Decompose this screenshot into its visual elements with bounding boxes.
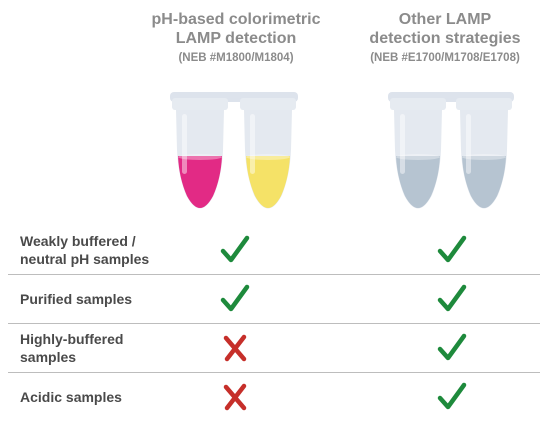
column-header-other-strategies: Other LAMP detection strategies (NEB #E1… — [340, 10, 550, 67]
tube-rim — [456, 98, 512, 110]
check-icon — [437, 333, 467, 363]
row-label-line2: neutral pH samples — [20, 251, 150, 267]
tube-rim — [390, 98, 446, 110]
liquid-surface — [246, 154, 290, 160]
tube — [390, 98, 446, 209]
tube-illustrations — [170, 92, 514, 209]
column-title-line1: pH-based colorimetric — [151, 11, 321, 28]
tube-highlight — [250, 114, 255, 174]
liquid-surface — [178, 154, 222, 160]
table-row: Purified samples — [0, 275, 540, 323]
row-label: Acidic samples — [20, 388, 190, 406]
liquid-surface — [396, 154, 440, 160]
table-row: Weakly buffered / neutral pH samples — [0, 226, 540, 274]
table-row: Highly-buffered samples — [0, 324, 540, 372]
table-row: Acidic samples — [0, 373, 540, 421]
row-label: Weakly buffered / neutral pH samples — [20, 232, 190, 268]
row-label: Highly-buffered samples — [20, 330, 190, 366]
tube-highlight — [182, 114, 187, 174]
liquid-surface — [462, 154, 506, 160]
check-icon — [437, 235, 467, 265]
cross-icon — [220, 382, 250, 412]
tube-liquid — [462, 156, 506, 208]
row-label-line2: samples — [20, 349, 77, 365]
tube-liquid — [178, 156, 222, 208]
tube-liquid — [246, 156, 290, 208]
row-divider — [8, 274, 540, 275]
tube-rim — [172, 98, 228, 110]
tube-highlight — [400, 114, 405, 174]
row-label-line1: Highly-buffered — [20, 331, 124, 347]
row-divider — [8, 323, 540, 324]
cross-icon — [220, 333, 250, 363]
tube — [172, 98, 228, 209]
column-title-line2: detection strategies — [369, 30, 521, 47]
column-header-colorimetric: pH-based colorimetric LAMP detection (NE… — [130, 10, 342, 67]
row-label-line1: Purified samples — [20, 291, 133, 307]
tube-pair-1 — [170, 92, 298, 209]
row-divider — [8, 372, 540, 373]
check-icon — [220, 284, 250, 314]
tube — [240, 98, 296, 209]
column-catalog: (NEB #E1700/M1708/E1708) — [370, 52, 520, 64]
tube-pair-2 — [388, 92, 514, 209]
check-icon — [220, 235, 250, 265]
column-title-line1: Other LAMP — [398, 11, 492, 28]
tube — [456, 98, 512, 209]
check-icon — [437, 382, 467, 412]
tube-highlight — [466, 114, 471, 174]
column-title-line2: LAMP detection — [175, 30, 297, 47]
tube-liquid — [396, 156, 440, 208]
column-catalog: (NEB #M1800/M1804) — [178, 52, 294, 64]
row-label-line1: Acidic samples — [20, 389, 122, 405]
row-label: Purified samples — [20, 290, 190, 308]
row-label-line1: Weakly buffered / — [20, 233, 136, 249]
check-icon — [437, 284, 467, 314]
tube-rim — [240, 98, 296, 110]
